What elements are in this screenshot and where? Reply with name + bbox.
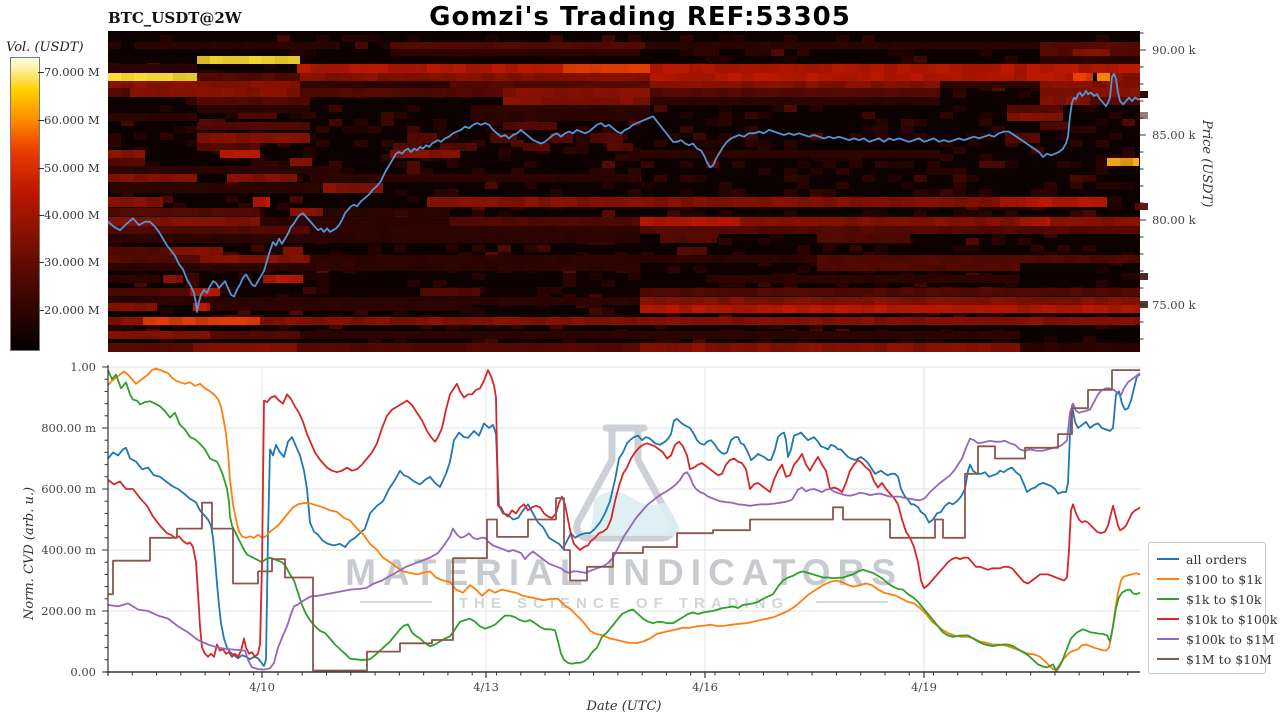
colorbar-tick: 70.000 M (44, 65, 100, 79)
colorbar-tick: 60.000 M (44, 113, 100, 127)
cvd-tick-label: 200.00 m (41, 604, 96, 618)
legend-line-sample (1157, 658, 1179, 660)
series--100k-to-1m (107, 372, 1141, 671)
cvd-tick-label: 0.00 (70, 665, 96, 679)
legend-line-sample (1157, 598, 1179, 600)
legend-item: $1M to $10M (1157, 649, 1272, 669)
cvd-tick-label: 1.00 (70, 360, 96, 374)
legend-label: $1k to $10k (1186, 591, 1262, 607)
axes-spines (102, 365, 1140, 678)
flask-liquid (590, 491, 680, 537)
legend-item: $1k to $10k (1157, 589, 1265, 609)
legend-item: $10k to $100k (1157, 609, 1277, 629)
colorbar-tickmark (38, 168, 44, 169)
legend: all orders $100 to $1k $1k to $10k $10k to … (1148, 542, 1277, 674)
legend-item: all orders (1157, 549, 1265, 569)
legend-item: $100k to $1M (1157, 629, 1275, 649)
price-tick-label: 85.00 k (1152, 128, 1196, 142)
price-axis-label: Price (USDT) (1199, 120, 1214, 208)
cvd-tick-label: 600.00 m (41, 482, 96, 496)
watermark: MATERIAL INDICATORS THE SCIENCE OF TRADI… (345, 424, 896, 612)
colorbar-tickmark (38, 72, 44, 73)
date-tick-label: 4/13 (473, 680, 499, 694)
btc-price-line (107, 72, 1140, 313)
legend-item: $100 to $1k (1157, 569, 1265, 589)
series--1m-to-10m (108, 369, 1140, 672)
cvd-series (107, 367, 1141, 672)
cvd-axis-label: Norm. CVD (arb. u.) (22, 486, 37, 620)
legend-line-sample (1157, 638, 1179, 640)
colorbar-tick: 50.000 M (44, 161, 100, 175)
date-tick-label: 4/16 (692, 680, 718, 694)
date-tick-label: 4/19 (911, 680, 937, 694)
colorbar-tickmark (38, 215, 44, 216)
liquidity-heatmap-panel (107, 31, 1148, 352)
series--1k-to-10k (107, 369, 1141, 672)
legend-line-sample (1157, 578, 1179, 580)
legend-label: $1M to $10M (1186, 651, 1272, 667)
colorbar-tickmark (38, 310, 44, 311)
volume-colorbar (10, 57, 40, 351)
legend-line-sample (1157, 618, 1179, 620)
legend-line-sample (1157, 558, 1179, 560)
colorbar-tick: 20.000 M (44, 303, 100, 317)
price-tick-label: 75.00 k (1152, 298, 1196, 312)
price-tick-label: 80.00 k (1152, 213, 1196, 227)
legend-label: all orders (1186, 551, 1247, 567)
symbol-label: BTC_USDT@2W (108, 9, 242, 27)
cvd-tick-label: 400.00 m (41, 543, 96, 557)
date-tick-label: 4/10 (249, 680, 275, 694)
series-all-orders (107, 373, 1141, 667)
volume-axis-label: Vol. (USDT) (6, 40, 84, 55)
colorbar-tickmark (38, 120, 44, 121)
colorbar-tickmark (38, 262, 44, 263)
date-axis-label: Date (UTC) (586, 699, 662, 714)
series--10k-to-100k (107, 369, 1141, 658)
legend-label: $100 to $1k (1186, 571, 1262, 587)
cvd-tick-label: 800.00 m (41, 421, 96, 435)
colorbar-tick: 30.000 M (44, 255, 100, 269)
legend-label: $100k to $1M (1186, 631, 1275, 647)
colorbar-tick: 40.000 M (44, 208, 100, 222)
price-axis-tickmarks (1140, 32, 1146, 340)
legend-label: $10k to $100k (1186, 611, 1278, 627)
heatmap-bands (108, 42, 1140, 352)
cvd-line-panel: MATERIAL INDICATORS THE SCIENCE OF TRADI… (102, 365, 1141, 678)
watermark-tagline: THE SCIENCE OF TRADING (459, 595, 789, 612)
page-title: Gomzi's Trading REF:53305 (429, 2, 851, 32)
price-tick-label: 90.00 k (1152, 43, 1196, 57)
